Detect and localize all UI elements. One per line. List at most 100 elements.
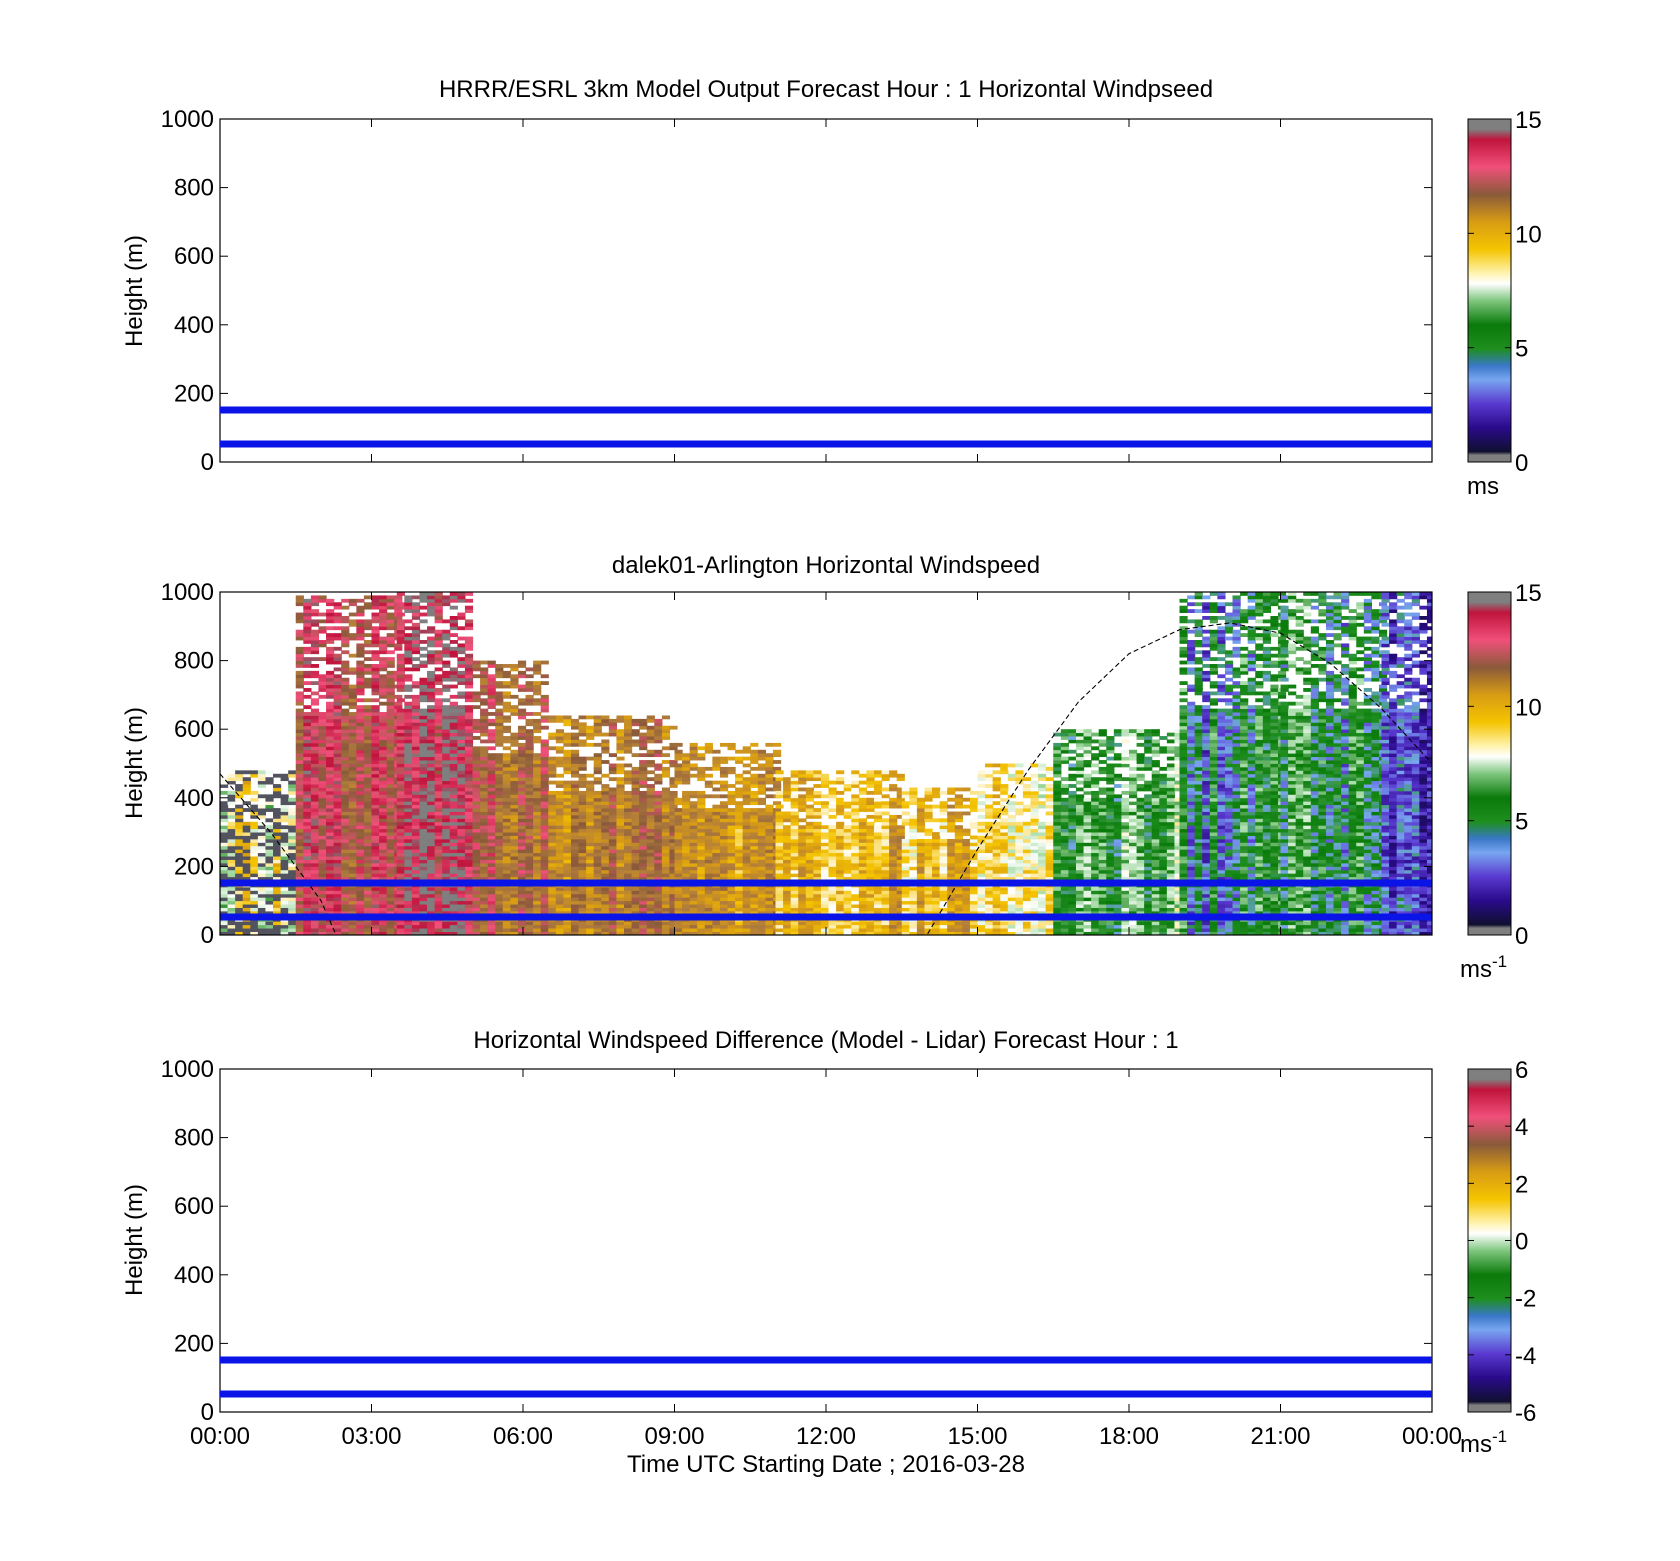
heatmap-cell [295, 852, 304, 857]
heatmap-cell [586, 904, 595, 908]
heatmap-cell [356, 808, 365, 812]
heatmap-cell [303, 674, 312, 679]
heatmap-cell [371, 715, 380, 720]
heatmap-cell [586, 801, 595, 806]
heatmap-cell [411, 838, 421, 843]
heatmap-cell [427, 725, 436, 730]
heatmap-cell [495, 780, 504, 785]
heatmap-cell [394, 616, 403, 620]
heatmap-cell [616, 928, 625, 932]
heatmap-cell [235, 773, 244, 778]
heatmap-cell [371, 736, 380, 740]
heatmap-cell [404, 828, 413, 833]
heatmap-cell [742, 784, 751, 788]
heatmap-cell [235, 811, 244, 816]
heatmap-cell [495, 886, 504, 891]
heatmap-cell [669, 904, 678, 908]
heatmap-cell [502, 729, 511, 734]
heatmap-cell [712, 907, 721, 912]
heatmap-cell [502, 832, 511, 836]
heatmap-cell [318, 598, 327, 603]
heatmap-cell [517, 873, 527, 878]
heatmap-cell [487, 790, 496, 795]
heatmap-cell [727, 790, 736, 795]
heatmap-cell [578, 849, 587, 854]
heatmap-cell [540, 931, 549, 935]
heatmap-cell [442, 725, 451, 730]
heatmap-cell [273, 849, 282, 854]
heatmap-cell [765, 814, 774, 819]
heatmap-cell [457, 859, 466, 864]
heatmap-cell [719, 886, 729, 891]
heatmap-cell [419, 763, 428, 768]
heatmap-cell [661, 928, 671, 932]
heatmap-cell [669, 897, 678, 902]
heatmap-cell [639, 801, 648, 806]
heatmap-cell [593, 797, 602, 802]
heatmap-cell [631, 811, 640, 816]
heatmap-cell [495, 928, 504, 932]
heatmap-cell [411, 657, 421, 661]
heatmap-cell [427, 818, 436, 823]
heatmap-cell [661, 746, 671, 751]
heatmap-cell [442, 849, 451, 854]
heatmap-cell [379, 921, 388, 926]
heatmap-cell [333, 924, 342, 929]
heatmap-cell [235, 808, 244, 812]
heatmap-cell [639, 821, 648, 826]
heatmap-cell [464, 677, 474, 682]
heatmap-cell [472, 667, 481, 672]
heatmap-cell [616, 856, 625, 860]
heatmap-cell [348, 619, 357, 624]
heatmap-cell [404, 708, 413, 713]
heatmap-cell [280, 825, 289, 830]
heatmap-cell [719, 821, 729, 826]
heatmap-cell [419, 897, 428, 902]
heatmap-cell [472, 825, 481, 830]
heatmap-cell [646, 790, 655, 795]
heatmap-cell [348, 928, 357, 932]
heatmap-cell [639, 742, 648, 747]
heatmap-cell [765, 859, 774, 864]
heatmap-cell [502, 821, 511, 826]
heatmap-cell [646, 852, 655, 857]
heatmap-cell [495, 808, 504, 812]
heatmap-cell [411, 622, 421, 627]
heatmap-cell [404, 732, 413, 737]
heatmap-cell [250, 869, 259, 874]
heatmap-cell [578, 801, 587, 806]
heatmap-cell [333, 667, 342, 672]
heatmap-cell [411, 784, 421, 788]
heatmap-cell [525, 893, 534, 898]
heatmap-cell [396, 770, 405, 775]
heatmap-cell [348, 897, 357, 902]
colorbar-tick-label: 5 [1515, 336, 1528, 363]
heatmap-cell [601, 845, 610, 850]
heatmap-cell [480, 756, 489, 761]
heatmap-cell [404, 876, 413, 881]
heatmap-cell [480, 729, 489, 734]
heatmap-cell [495, 681, 504, 686]
heatmap-cell [765, 838, 774, 843]
heatmap-cell [371, 773, 380, 778]
heatmap-cell [333, 753, 342, 758]
heatmap-cell [727, 876, 736, 881]
heatmap-cell [631, 842, 640, 847]
heatmap-cell [379, 794, 388, 799]
heatmap-cell [318, 838, 327, 843]
heatmap-cell [495, 773, 504, 778]
heatmap-cell [303, 640, 312, 644]
heatmap-cell [303, 921, 312, 926]
heatmap-cell [442, 712, 451, 716]
heatmap-cell [765, 928, 774, 932]
heatmap-cell [593, 838, 602, 843]
heatmap-cell [712, 890, 721, 895]
heatmap-cell [719, 804, 729, 809]
heatmap-cell [639, 876, 648, 881]
heatmap-cell [570, 921, 580, 926]
heatmap-cell [608, 910, 618, 915]
heatmap-cell [502, 756, 511, 761]
heatmap-cell [371, 825, 380, 830]
heatmap-cell [449, 910, 458, 915]
heatmap-cell [273, 814, 282, 819]
